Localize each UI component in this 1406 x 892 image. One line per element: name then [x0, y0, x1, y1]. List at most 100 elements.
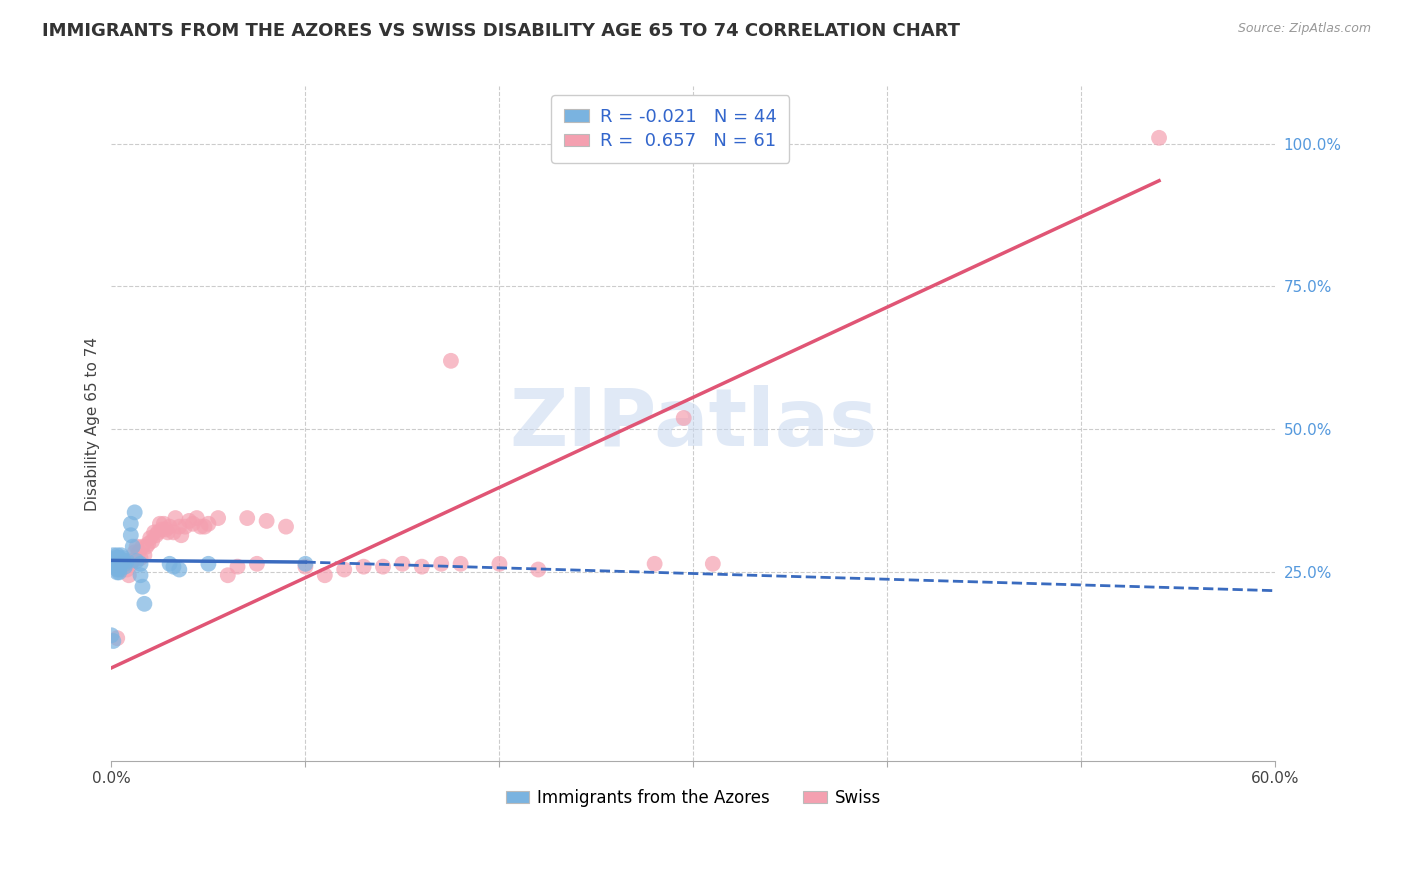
Point — [430, 557, 453, 571]
Point — [110, 562, 132, 576]
Point — [115, 554, 138, 568]
Point — [135, 540, 157, 554]
Y-axis label: Disability Age 65 to 74: Disability Age 65 to 74 — [86, 336, 100, 511]
Point — [105, 559, 128, 574]
Point — [114, 557, 136, 571]
Point — [181, 516, 204, 531]
Point — [108, 559, 131, 574]
Point — [371, 559, 394, 574]
Point — [141, 533, 163, 548]
Point — [129, 551, 152, 566]
Point — [197, 516, 219, 531]
Point — [108, 557, 131, 571]
Point — [488, 557, 510, 571]
Point — [100, 628, 122, 642]
Point — [118, 568, 141, 582]
Point — [110, 554, 132, 568]
Point — [162, 525, 184, 540]
Point — [169, 562, 191, 576]
Point — [112, 551, 135, 566]
Point — [150, 523, 173, 537]
Point — [108, 551, 131, 566]
Point — [128, 545, 150, 559]
Point — [190, 519, 212, 533]
Point — [105, 566, 128, 580]
Point — [124, 505, 146, 519]
Point — [103, 557, 125, 571]
Point — [207, 511, 229, 525]
Point — [165, 511, 187, 525]
Point — [129, 568, 152, 582]
Point — [104, 557, 127, 571]
Text: ZIPatlas: ZIPatlas — [509, 384, 877, 463]
Point — [146, 525, 169, 540]
Point — [256, 514, 278, 528]
Point — [105, 562, 128, 576]
Point — [644, 557, 666, 571]
Point — [274, 519, 297, 533]
Text: Source: ZipAtlas.com: Source: ZipAtlas.com — [1237, 22, 1371, 36]
Point — [672, 411, 695, 425]
Point — [170, 528, 193, 542]
Point — [217, 568, 239, 582]
Point — [226, 559, 249, 574]
Point — [159, 519, 181, 533]
Point — [131, 580, 153, 594]
Point — [155, 523, 177, 537]
Legend: Immigrants from the Azores, Swiss: Immigrants from the Azores, Swiss — [499, 782, 889, 814]
Point — [112, 554, 135, 568]
Point — [114, 559, 136, 574]
Point — [103, 548, 125, 562]
Point — [104, 559, 127, 574]
Point — [124, 545, 146, 559]
Point — [110, 557, 132, 571]
Point — [1147, 131, 1170, 145]
Point — [121, 554, 143, 568]
Point — [702, 557, 724, 571]
Point — [131, 540, 153, 554]
Text: IMMIGRANTS FROM THE AZORES VS SWISS DISABILITY AGE 65 TO 74 CORRELATION CHART: IMMIGRANTS FROM THE AZORES VS SWISS DISA… — [42, 22, 960, 40]
Point — [120, 528, 142, 542]
Point — [120, 516, 142, 531]
Point — [104, 554, 127, 568]
Point — [134, 548, 156, 562]
Point — [411, 559, 433, 574]
Point — [152, 516, 174, 531]
Point — [236, 511, 259, 525]
Point — [145, 528, 167, 542]
Point — [177, 514, 200, 528]
Point — [440, 354, 463, 368]
Point — [114, 554, 136, 568]
Point — [125, 540, 148, 554]
Point — [156, 525, 179, 540]
Point — [169, 519, 191, 533]
Point — [174, 519, 197, 533]
Point — [143, 525, 166, 540]
Point — [105, 554, 128, 568]
Point — [353, 559, 375, 574]
Point — [112, 557, 135, 571]
Point — [108, 566, 131, 580]
Point — [186, 511, 208, 525]
Point — [294, 557, 316, 571]
Point — [103, 554, 125, 568]
Point — [314, 568, 336, 582]
Point — [139, 531, 162, 545]
Point — [193, 519, 215, 533]
Point — [105, 631, 128, 645]
Point — [159, 557, 181, 571]
Point — [450, 557, 472, 571]
Point — [103, 634, 125, 648]
Point — [246, 557, 269, 571]
Point — [129, 557, 152, 571]
Point — [105, 551, 128, 566]
Point — [149, 516, 172, 531]
Point — [391, 557, 413, 571]
Point — [115, 562, 138, 576]
Point — [110, 548, 132, 562]
Point — [120, 557, 142, 571]
Point — [197, 557, 219, 571]
Point — [333, 562, 356, 576]
Point — [294, 559, 316, 574]
Point — [104, 551, 127, 566]
